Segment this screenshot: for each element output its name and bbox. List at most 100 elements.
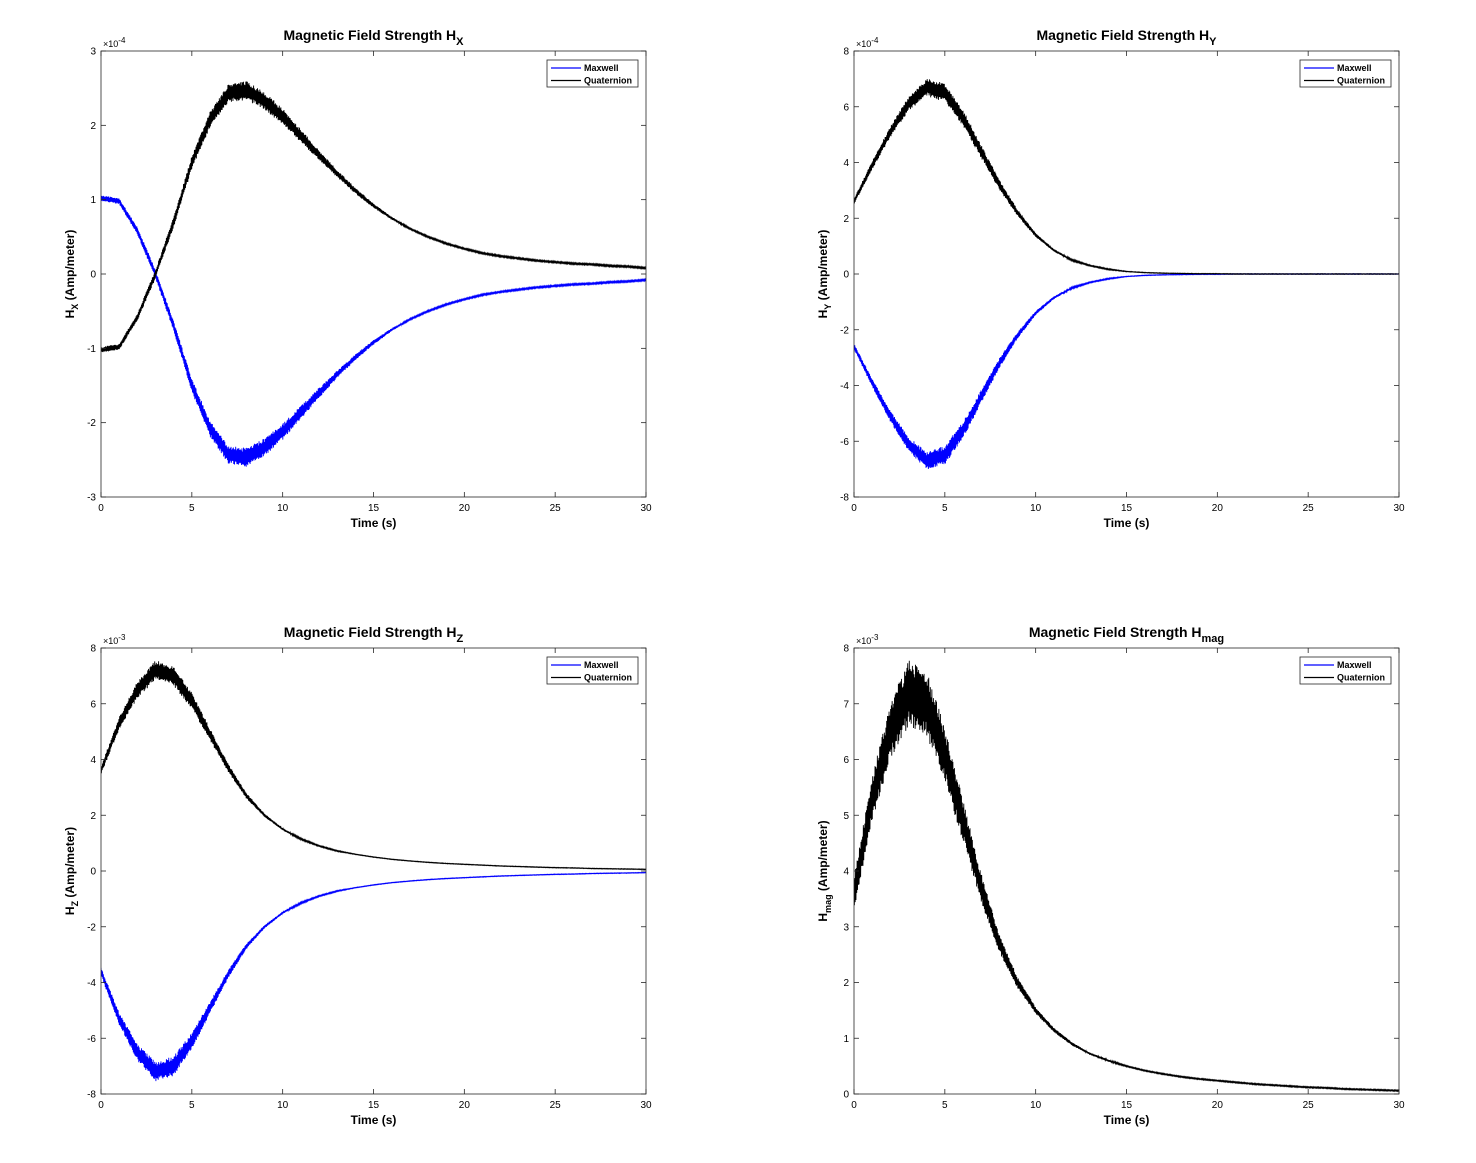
y-tick-label: 1 — [90, 195, 96, 206]
series-line-maxwell — [854, 272, 1399, 469]
legend-label-quaternion: Quaternion — [584, 673, 632, 683]
y-tick-label: -8 — [87, 1090, 96, 1101]
x-tick-label: 20 — [459, 503, 471, 514]
chart-panel-2: 0 5 10 15 20 25 30 -8 -6 -4 -2 0 2 4 6 8 ×10-4 Magnetic F… — [816, 27, 1405, 530]
x-axis-label: Time (s) — [1104, 516, 1150, 530]
y-exponent-label: ×10-3 — [856, 633, 879, 646]
series-line-maxwell — [101, 871, 646, 1082]
x-axis-label: Time (s) — [351, 1113, 397, 1127]
y-axis-label: HX (Amp/meter) — [63, 230, 80, 319]
x-tick-label: 10 — [277, 1100, 289, 1111]
series-line-quaternion — [854, 660, 1399, 1093]
x-tick-label: 15 — [368, 503, 380, 514]
y-tick-label: 8 — [843, 47, 849, 58]
x-tick-label: 25 — [1303, 503, 1315, 514]
x-tick-label: 0 — [851, 503, 857, 514]
y-tick-label: 0 — [90, 270, 96, 281]
y-tick-label: 0 — [90, 867, 96, 878]
chart-panel-1: 0 5 10 15 20 25 30 -3 -2 -1 0 1 2 3 ×10-4 Magnetic Fiel… — [63, 27, 652, 530]
x-tick-label: 0 — [98, 1100, 104, 1111]
y-exponent-label: ×10-3 — [103, 633, 126, 646]
plot-area — [101, 661, 646, 1082]
y-tick-label: -3 — [87, 493, 96, 504]
y-exponent-label: ×10-4 — [103, 36, 126, 49]
y-axis-label: HZ (Amp/meter) — [63, 827, 80, 915]
chart-panel-4: 0 5 10 15 20 25 30 0 1 2 3 4 5 6 7 8 ×10-3 Magnetic Field… — [816, 624, 1405, 1127]
y-tick-label: -6 — [87, 1034, 96, 1045]
x-tick-label: 30 — [640, 1100, 652, 1111]
y-tick-label: -6 — [840, 437, 849, 448]
plot-area — [854, 79, 1399, 469]
legend-label-quaternion: Quaternion — [1337, 76, 1385, 86]
series-line-quaternion — [854, 79, 1399, 276]
legend: Maxwell Quaternion — [1299, 59, 1392, 88]
y-tick-label: 7 — [843, 699, 849, 710]
y-tick-label: 8 — [843, 644, 849, 655]
legend-label-quaternion: Quaternion — [584, 76, 632, 86]
y-tick-label: 2 — [90, 811, 96, 822]
x-tick-label: 30 — [1393, 1100, 1405, 1111]
x-tick-label: 15 — [1121, 1100, 1133, 1111]
legend-box — [1299, 59, 1392, 88]
x-tick-label: 25 — [550, 1100, 562, 1111]
chart-title: Magnetic Field Strength Hmag — [1029, 624, 1224, 645]
legend-box — [1299, 656, 1392, 685]
legend-label-maxwell: Maxwell — [584, 63, 619, 73]
legend: Maxwell Quaternion — [546, 59, 639, 88]
series-line-maxwell — [101, 195, 646, 467]
legend-label-maxwell: Maxwell — [1337, 660, 1372, 670]
y-tick-label: 6 — [843, 755, 849, 766]
y-tick-label: -2 — [87, 418, 96, 429]
legend: Maxwell Quaternion — [546, 656, 639, 685]
y-exponent-label: ×10-4 — [856, 36, 879, 49]
legend-box — [546, 59, 639, 88]
plot-area — [101, 81, 646, 467]
chart-title: Magnetic Field Strength HZ — [284, 624, 464, 645]
legend-label-maxwell: Maxwell — [584, 660, 619, 670]
x-tick-label: 0 — [98, 503, 104, 514]
legend-label-maxwell: Maxwell — [1337, 63, 1372, 73]
y-tick-label: 2 — [843, 978, 849, 989]
y-tick-label: 2 — [90, 121, 96, 132]
x-tick-label: 15 — [368, 1100, 380, 1111]
chart-title: Magnetic Field Strength HX — [283, 27, 464, 48]
y-tick-label: 4 — [843, 158, 849, 169]
y-tick-label: -2 — [87, 922, 96, 933]
x-tick-label: 5 — [189, 503, 195, 514]
y-tick-label: 5 — [843, 811, 849, 822]
y-tick-label: 4 — [90, 755, 96, 766]
legend: Maxwell Quaternion — [1299, 656, 1392, 685]
x-tick-label: 25 — [1303, 1100, 1315, 1111]
y-tick-label: 0 — [843, 270, 849, 281]
axes-box — [100, 647, 647, 1095]
y-tick-label: 4 — [843, 867, 849, 878]
x-tick-label: 0 — [851, 1100, 857, 1111]
y-tick-label: 1 — [843, 1034, 849, 1045]
y-tick-label: 0 — [843, 1090, 849, 1101]
series-line-quaternion — [101, 661, 646, 871]
x-tick-label: 30 — [1393, 503, 1405, 514]
plot-area — [854, 660, 1399, 1093]
x-tick-label: 20 — [1212, 503, 1224, 514]
y-tick-label: -8 — [840, 493, 849, 504]
legend-box — [546, 656, 639, 685]
x-axis-label: Time (s) — [351, 516, 397, 530]
x-tick-label: 10 — [277, 503, 289, 514]
x-tick-label: 5 — [189, 1100, 195, 1111]
x-tick-label: 20 — [459, 1100, 471, 1111]
x-tick-label: 5 — [942, 1100, 948, 1111]
x-tick-label: 10 — [1030, 503, 1042, 514]
y-tick-label: -1 — [87, 344, 96, 355]
chart-title: Magnetic Field Strength HY — [1036, 27, 1217, 48]
chart-panel-3: 0 5 10 15 20 25 30 -8 -6 -4 -2 0 2 4 6 8 ×10-3 Magnetic F… — [63, 624, 652, 1127]
y-axis-label: HY (Amp/meter) — [816, 230, 833, 319]
series-line-quaternion — [101, 81, 646, 353]
y-tick-label: 2 — [843, 214, 849, 225]
x-axis-label: Time (s) — [1104, 1113, 1150, 1127]
axes-box — [100, 50, 647, 498]
y-axis-label: Hmag (Amp/meter) — [816, 820, 833, 921]
y-tick-label: 3 — [90, 47, 96, 58]
x-tick-label: 25 — [550, 503, 562, 514]
x-tick-label: 20 — [1212, 1100, 1224, 1111]
